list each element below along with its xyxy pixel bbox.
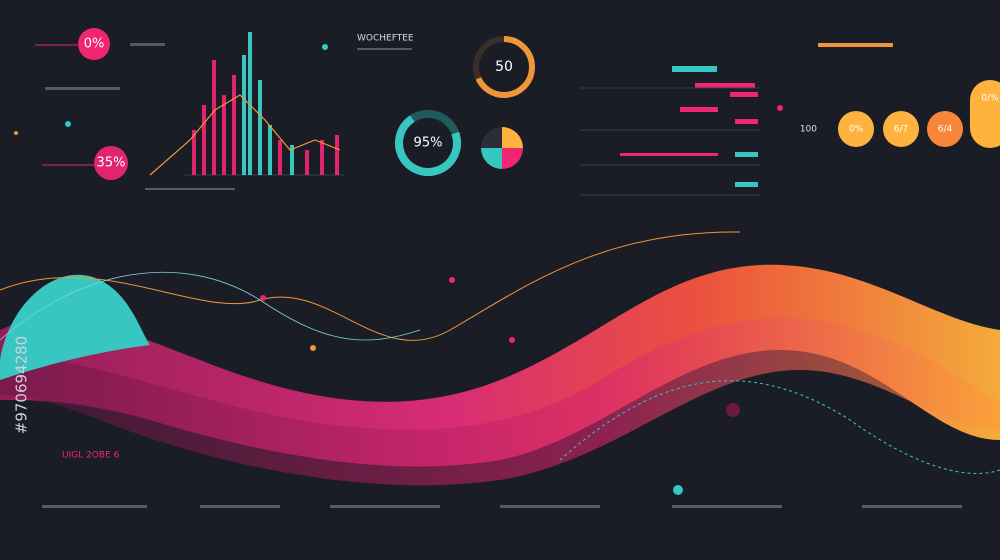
donut-arc: [395, 110, 461, 176]
stat-text: 0/%: [981, 94, 999, 104]
text-placeholder: [145, 188, 235, 190]
bar: [320, 140, 324, 175]
badge-text: 35%: [97, 156, 126, 171]
text-placeholder: [818, 43, 893, 47]
dot: [14, 131, 18, 135]
stat-circle: [883, 111, 919, 147]
headline: WOCHEFTEE: [357, 34, 414, 44]
bar: [278, 140, 282, 175]
trend-line: [149, 94, 341, 176]
badge-text: 0%: [84, 37, 105, 52]
timeline-bar: [695, 83, 755, 88]
dot: [509, 337, 515, 343]
dot: [777, 105, 783, 111]
orange-row: 100 0% 6/7 6/4 0/%: [800, 43, 1000, 148]
timeline-panel: [580, 66, 760, 196]
pie-slice: [502, 148, 523, 169]
wave-line: [0, 231, 741, 341]
timeline-bar: [735, 119, 758, 124]
text-placeholder: [200, 505, 280, 508]
wave-group: [0, 231, 1000, 486]
pie-slice: [502, 127, 523, 148]
badge-group: 0% 35%: [35, 28, 165, 180]
timeline-bar: [680, 107, 718, 112]
text-placeholder: [500, 505, 600, 508]
watermark-id: #970694280: [13, 336, 31, 434]
timeline-bar: [730, 92, 758, 97]
stat-text: 0%: [849, 125, 864, 135]
pie: [481, 127, 523, 169]
timeline-bar: [735, 152, 758, 157]
donut-text: 95%: [414, 136, 443, 151]
bar: [222, 95, 226, 175]
dot: [310, 345, 316, 351]
bar: [192, 130, 196, 175]
bar: [212, 60, 216, 175]
gauge: 50: [473, 36, 535, 98]
bar: [248, 32, 252, 175]
stat-circle: [927, 111, 963, 147]
bar: [335, 135, 339, 175]
dot: [65, 121, 71, 127]
timeline-bar: [620, 153, 718, 156]
bar: [290, 145, 294, 175]
footer-placeholders: [42, 505, 962, 508]
timeline-bar: [672, 66, 717, 72]
badge: [78, 28, 110, 60]
text-placeholder: [862, 505, 962, 508]
wave-line: [559, 380, 1000, 474]
stat-text: 6/4: [938, 125, 953, 135]
stat-circle: [838, 111, 874, 147]
donut: 95%: [395, 110, 461, 176]
bar: [242, 55, 246, 175]
text-placeholder: [42, 505, 147, 508]
wave-teal: [0, 274, 150, 380]
text-placeholder: [130, 43, 165, 46]
text-placeholder: [45, 87, 120, 90]
stat-text: 6/7: [894, 125, 908, 135]
text-placeholder: [672, 505, 782, 508]
dots: [14, 44, 783, 495]
row-label: 100: [800, 125, 817, 135]
timeline-bar: [735, 182, 758, 187]
dot: [449, 277, 455, 283]
text-placeholder: [357, 48, 412, 50]
dot: [260, 295, 266, 301]
gauge-arc: [473, 36, 535, 98]
wave-shadow: [0, 318, 1000, 486]
badge: [94, 146, 128, 180]
dot: [726, 403, 740, 417]
dot: [673, 485, 683, 495]
stat-pill: [970, 80, 1000, 148]
bar: [202, 105, 206, 175]
bar-chart: [145, 32, 345, 190]
gauge-text: 50: [495, 59, 513, 75]
dot: [322, 44, 328, 50]
text-placeholder: [330, 505, 440, 508]
pie-slice: [481, 148, 502, 169]
bar: [232, 75, 236, 175]
bar: [268, 125, 272, 175]
wave-line: [0, 271, 421, 341]
bar: [305, 150, 309, 175]
footer-title: UIGL 2OBE 6: [62, 451, 120, 461]
bar: [258, 80, 262, 175]
